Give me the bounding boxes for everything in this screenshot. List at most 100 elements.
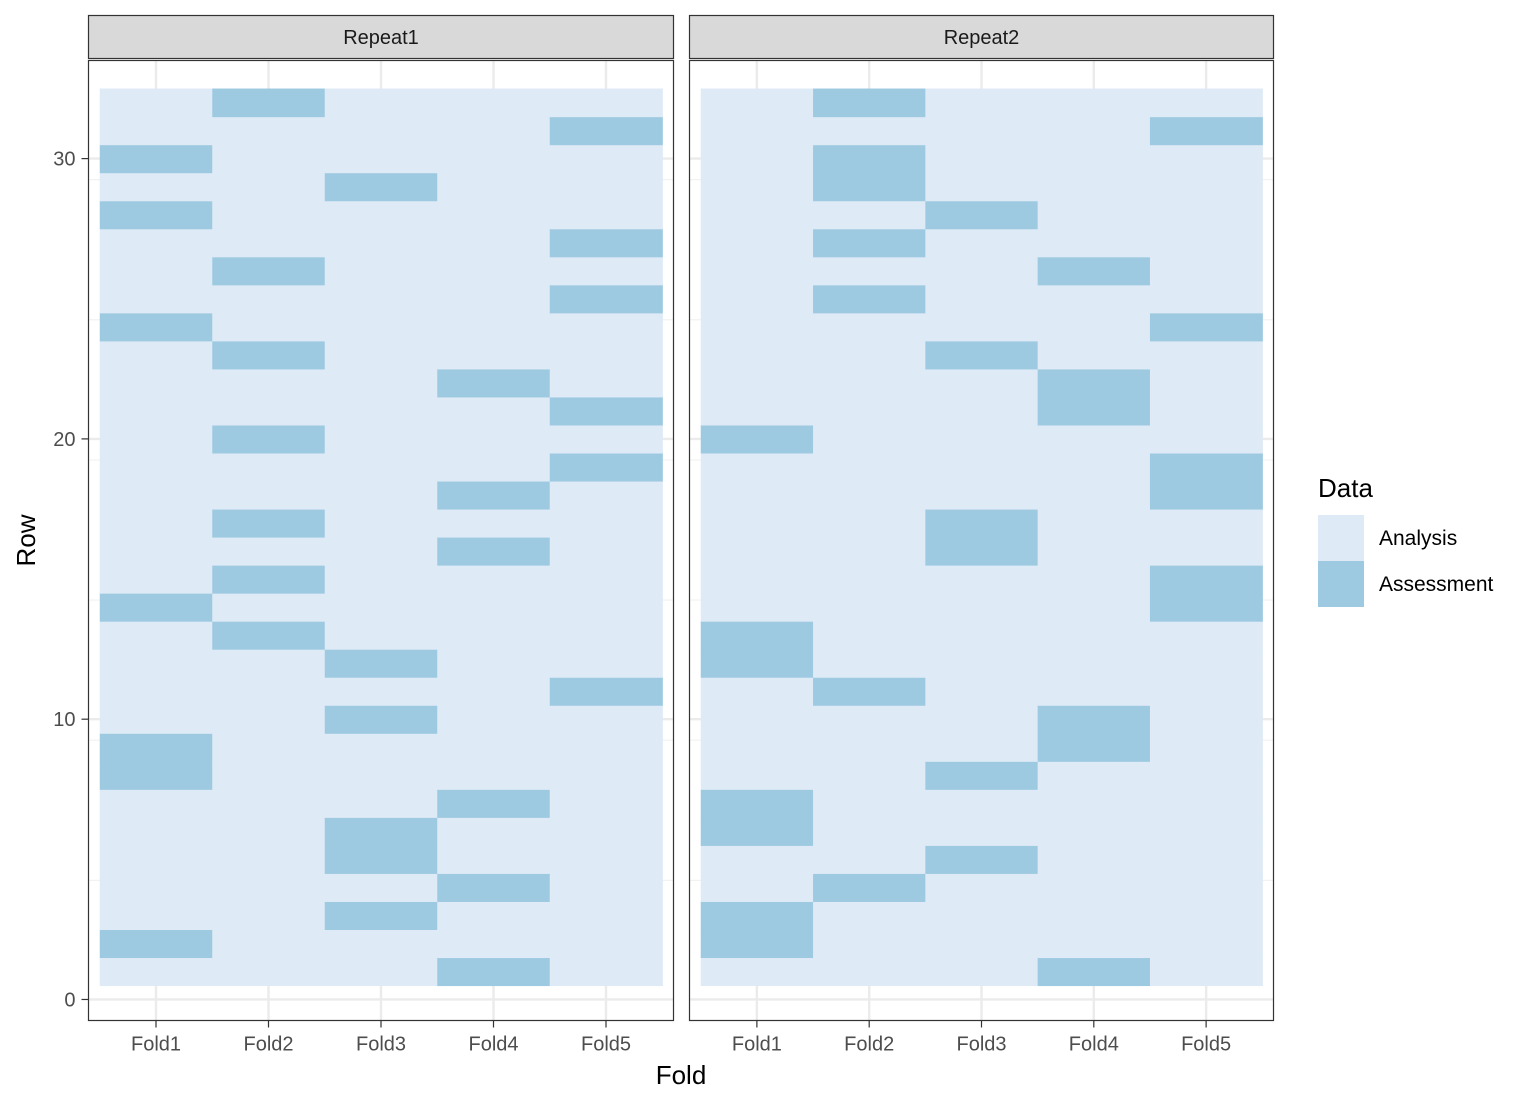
tile-assessment: [813, 173, 926, 202]
tile-assessment: [437, 481, 550, 510]
tile-analysis: [1150, 173, 1263, 202]
x-tick-label: Fold4: [468, 1034, 518, 1056]
x-tick-label: Fold2: [243, 1034, 293, 1056]
tile-analysis: [701, 761, 814, 790]
y-tick-label: 20: [53, 429, 75, 451]
tile-analysis: [701, 481, 814, 510]
tile-analysis: [1038, 565, 1151, 594]
tile-analysis: [212, 593, 325, 622]
tile-analysis: [550, 761, 663, 790]
tile-analysis: [550, 873, 663, 902]
tile-analysis: [925, 145, 1038, 174]
tile-analysis: [1038, 873, 1151, 902]
tile-analysis: [100, 453, 213, 482]
tile-analysis: [813, 453, 926, 482]
tile-analysis: [212, 145, 325, 174]
tile-assessment: [325, 901, 438, 930]
tile-assessment: [325, 705, 438, 734]
tile-analysis: [550, 593, 663, 622]
tile-assessment: [550, 117, 663, 146]
tile-analysis: [1150, 425, 1263, 454]
tile-analysis: [701, 593, 814, 622]
tile-analysis: [100, 873, 213, 902]
tile-analysis: [325, 957, 438, 986]
tile-analysis: [212, 453, 325, 482]
tile-analysis: [701, 733, 814, 762]
tile-analysis: [550, 733, 663, 762]
tile-analysis: [437, 257, 550, 286]
tile-analysis: [325, 565, 438, 594]
tile-analysis: [325, 677, 438, 706]
tile-assessment: [925, 845, 1038, 874]
tile-analysis: [550, 621, 663, 650]
tile-analysis: [1150, 201, 1263, 230]
tile-analysis: [550, 649, 663, 678]
legend-key: [1318, 561, 1364, 607]
tile-analysis: [100, 89, 213, 118]
tile-analysis: [1038, 789, 1151, 818]
tile-assessment: [100, 929, 213, 958]
tile-analysis: [325, 117, 438, 146]
tile-analysis: [100, 649, 213, 678]
tile-assessment: [550, 397, 663, 426]
tile-assessment: [1150, 453, 1263, 482]
tile-analysis: [212, 929, 325, 958]
tile-assessment: [701, 621, 814, 650]
tile-analysis: [1150, 89, 1263, 118]
x-tick-label: Fold1: [732, 1034, 782, 1056]
tile-analysis: [813, 425, 926, 454]
tile-analysis: [1038, 677, 1151, 706]
tile-assessment: [701, 789, 814, 818]
x-axis-title: Fold: [656, 1060, 707, 1090]
tile-assessment: [100, 145, 213, 174]
tile-analysis: [1150, 621, 1263, 650]
tile-assessment: [437, 369, 550, 398]
tile-assessment: [437, 873, 550, 902]
tile-analysis: [1150, 705, 1263, 734]
tile-analysis: [437, 145, 550, 174]
tile-assessment: [212, 565, 325, 594]
tile-analysis: [701, 509, 814, 538]
tile-analysis: [813, 257, 926, 286]
tile-analysis: [212, 313, 325, 342]
tile-analysis: [437, 649, 550, 678]
tile-analysis: [550, 509, 663, 538]
tile-analysis: [925, 565, 1038, 594]
tile-analysis: [925, 173, 1038, 202]
tile-assessment: [701, 929, 814, 958]
tile-analysis: [325, 425, 438, 454]
tile-analysis: [813, 397, 926, 426]
tile-analysis: [437, 173, 550, 202]
tile-assessment: [100, 593, 213, 622]
tile-analysis: [1150, 733, 1263, 762]
tile-analysis: [701, 341, 814, 370]
tile-analysis: [1150, 229, 1263, 258]
tile-analysis: [925, 677, 1038, 706]
tile-assessment: [550, 677, 663, 706]
tile-analysis: [701, 453, 814, 482]
tile-analysis: [100, 957, 213, 986]
tile-assessment: [813, 677, 926, 706]
tile-analysis: [437, 901, 550, 930]
tile-analysis: [701, 285, 814, 314]
tile-analysis: [925, 929, 1038, 958]
tile-analysis: [325, 537, 438, 566]
tile-analysis: [100, 565, 213, 594]
tile-analysis: [1038, 117, 1151, 146]
tile-analysis: [1038, 537, 1151, 566]
tile-assessment: [325, 649, 438, 678]
tile-analysis: [1150, 649, 1263, 678]
tile-assessment: [701, 649, 814, 678]
tile-analysis: [925, 313, 1038, 342]
tile-analysis: [550, 145, 663, 174]
tile-analysis: [813, 733, 926, 762]
tile-analysis: [813, 313, 926, 342]
tile-analysis: [1038, 621, 1151, 650]
tile-analysis: [1150, 761, 1263, 790]
tile-analysis: [1038, 593, 1151, 622]
tile-analysis: [1150, 929, 1263, 958]
tile-assessment: [1038, 369, 1151, 398]
tile-analysis: [437, 201, 550, 230]
tile-analysis: [1150, 677, 1263, 706]
tile-analysis: [100, 341, 213, 370]
